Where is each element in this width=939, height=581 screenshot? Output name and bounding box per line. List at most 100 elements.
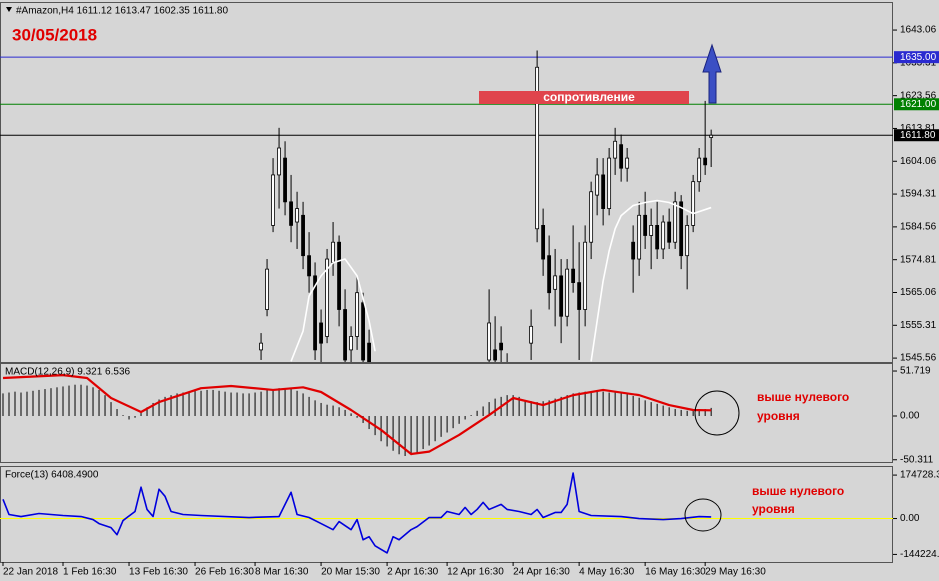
series-line [290,258,376,362]
candle-body [487,322,492,361]
note: уровня [752,502,795,516]
y-tick-label: 0.00 [900,411,920,422]
pane-title: MACD(12,26,9) 9.321 6.536 [5,367,131,378]
resistance-label: сопротивление [543,90,635,104]
y-tick-label: 1565.06 [900,287,937,298]
pane [0,50,893,362]
candle-body [619,144,624,169]
candle-body [583,241,588,310]
candle-body [565,268,570,317]
pane-frame [0,2,893,363]
highlight-circle [684,498,722,532]
candle-body [601,174,606,209]
candle-body [499,342,504,351]
candle-body [349,336,353,351]
x-tick-label: 26 Feb 16:30 [195,567,254,578]
x-tick-label: 4 May 16:30 [579,567,634,578]
candle-body [673,201,678,243]
y-tick-label: 1604.06 [900,156,937,167]
candle-body [361,302,365,361]
candle-body [667,221,672,243]
level-label-box [894,129,939,142]
candle-body [265,268,269,310]
series-line [590,199,712,362]
candle-body [367,342,371,362]
candle-body [325,258,329,337]
candle-body [283,157,287,203]
axis: 1643.061633.311623.561613.811604.061594.… [6,6,939,364]
note: выше нулевого [752,484,844,498]
x-tick-label: 24 Apr 16:30 [513,567,570,578]
candle-body [643,214,648,236]
candle-body [259,342,263,351]
candle-body [331,241,335,263]
candle-body [313,275,317,351]
plot-layer: 1643.061633.311623.561613.811604.061594.… [0,6,939,578]
x-tick-label: 20 Mar 15:30 [321,567,380,578]
pane-frame [0,466,893,563]
note: уровня [757,409,800,423]
y-tick-label: -144224.3 [900,549,939,560]
x-tick-label: 1 Feb 16:30 [63,567,117,578]
candle-body [355,292,359,337]
candle-body [559,275,564,317]
pane-frame [0,363,893,463]
pane [0,472,893,554]
x-tick-label: 13 Feb 16:30 [129,567,188,578]
note: выше нулевого [757,390,849,404]
level-label-box [894,51,939,64]
pane [2,374,712,456]
series-line [2,472,712,554]
candle-body [307,255,311,277]
candle-body [613,140,618,159]
candle-body [589,191,594,243]
level-label-box [894,98,939,111]
pane-title: #Amazon,H4 1611.12 1613.47 1602.35 1611.… [16,6,228,17]
series-line [2,374,712,456]
candle-body [577,282,582,310]
candle-body [535,66,540,230]
candle-body [337,241,341,310]
x-tick-label: 2 Apr 16:30 [387,567,439,578]
candle-body [319,322,323,344]
candle-body [709,134,714,138]
x-tick-label: 22 Jan 2018 [3,567,58,578]
candle-body [607,157,612,209]
candle-body [295,208,299,223]
candle-body [277,147,281,176]
candle-body [655,224,660,250]
y-tick-label: 1584.56 [900,222,937,233]
candle-body [637,214,642,260]
candle-body [595,174,600,196]
candle-body [541,224,546,260]
y-tick-label: 174728.3 [900,470,939,481]
candle-body [691,181,696,226]
y-tick-label: 1555.31 [900,320,937,331]
y-tick-label: 1574.81 [900,254,937,265]
candle-body [697,157,702,183]
candle-body [301,214,305,257]
y-tick-label: -50.311 [900,454,934,465]
y-tick-label: 0.00 [900,513,920,524]
candle-body [571,268,576,283]
level-label: 1611.80 [900,130,936,141]
y-tick-label: 1594.31 [900,189,937,200]
candle-body [649,224,654,236]
x-tick-label: 29 May 16:30 [705,567,766,578]
candle-body [493,349,498,361]
candle-body [343,309,347,361]
y-tick-label: 1545.56 [900,353,937,364]
x-tick-label: 12 Apr 16:30 [447,567,504,578]
candle-body [661,221,666,250]
x-tick-label: 16 May 16:30 [645,567,706,578]
x-tick-label: 8 Mar 16:30 [255,567,309,578]
pane-title: Force(13) 6408.4900 [5,470,99,481]
candle-body [685,224,690,257]
candle-body [625,157,630,169]
level-label: 1635.00 [900,52,937,63]
y-tick-label: 1643.06 [900,25,937,36]
candle-body [679,201,684,257]
candle-body [271,174,275,226]
